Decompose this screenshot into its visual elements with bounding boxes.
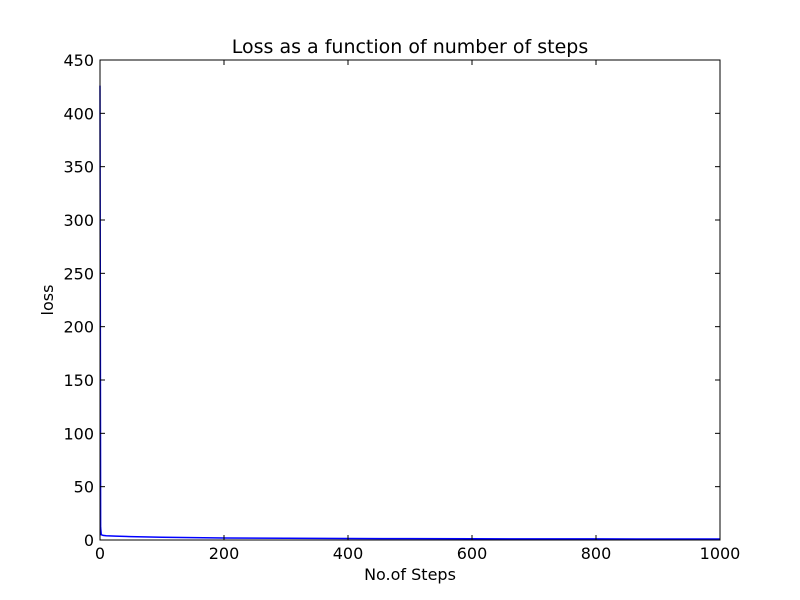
x-axis-ticks: 0 200 400 600 800 1000: [95, 60, 740, 563]
x-tick-label: 800: [581, 544, 612, 563]
y-tick-label: 450: [63, 51, 94, 70]
x-tick-label: 400: [333, 544, 364, 563]
y-axis-title: loss: [38, 285, 57, 316]
chart-title: Loss as a function of number of steps: [232, 36, 589, 58]
x-tick-label: 1000: [700, 544, 741, 563]
y-tick-label: 150: [63, 371, 94, 390]
x-tick-label: 600: [457, 544, 488, 563]
x-axis-title: No.of Steps: [364, 565, 456, 584]
plot-area: [99, 85, 721, 540]
y-tick-label: 100: [63, 424, 94, 443]
y-tick-label: 200: [63, 318, 94, 337]
x-tick-label: 200: [209, 544, 240, 563]
y-tick-label: 300: [63, 211, 94, 230]
x-tick-label: 0: [95, 544, 105, 563]
y-tick-label: 250: [63, 264, 94, 283]
y-tick-label: 50: [74, 478, 94, 497]
y-tick-label: 350: [63, 158, 94, 177]
loss-series-line: [99, 85, 721, 540]
y-tick-label: 400: [63, 104, 94, 123]
y-tick-label: 0: [84, 531, 94, 550]
axes-frame: [99, 59, 721, 541]
